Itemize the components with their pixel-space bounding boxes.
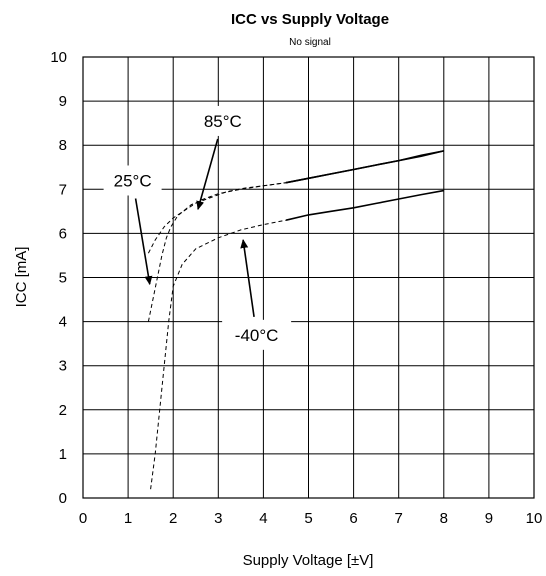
annotation-arrow-85c bbox=[196, 138, 219, 211]
y-tick-label: 5 bbox=[59, 270, 67, 287]
annotation-label-minus-40c: -40°C bbox=[235, 326, 279, 345]
x-tick-label: 0 bbox=[79, 510, 87, 527]
x-axis-label: Supply Voltage [±V] bbox=[243, 552, 374, 569]
x-tick-label: 1 bbox=[124, 510, 132, 527]
series-lines bbox=[147, 150, 444, 490]
annotation-box-25c bbox=[103, 165, 162, 196]
annotation-box-85c bbox=[193, 105, 252, 136]
x-tick-label: 10 bbox=[526, 510, 543, 527]
annotation-arrow-minus-40c bbox=[240, 239, 255, 317]
series-line-25c bbox=[285, 150, 444, 184]
chart-subtitle: No signal bbox=[289, 37, 331, 48]
chart-title: ICC vs Supply Voltage bbox=[231, 11, 389, 28]
x-tick-label: 8 bbox=[440, 510, 448, 527]
annotation-box-minus-40c bbox=[222, 319, 292, 350]
y-tick-label: 6 bbox=[59, 225, 67, 242]
grid bbox=[83, 57, 534, 498]
y-tick-label: 3 bbox=[59, 358, 67, 375]
x-tick-label: 4 bbox=[259, 510, 267, 527]
x-tick-label: 6 bbox=[349, 510, 357, 527]
y-tick-label: 1 bbox=[59, 446, 67, 463]
y-tick-label: 0 bbox=[59, 490, 67, 507]
series-line-85c-dashed bbox=[147, 182, 287, 254]
x-tick-label: 5 bbox=[304, 510, 312, 527]
annotation-arrow-25c bbox=[134, 198, 153, 286]
y-tick-label: 10 bbox=[50, 49, 67, 66]
y-tick-label: 4 bbox=[59, 314, 67, 331]
annotation-label-85c: 85°C bbox=[204, 112, 242, 131]
x-tick-label: 9 bbox=[485, 510, 493, 527]
annotation-label-25c: 25°C bbox=[114, 171, 152, 190]
y-tick-label: 8 bbox=[59, 137, 67, 154]
series-line-minus-40c-dashed bbox=[150, 219, 287, 490]
x-tick-label: 7 bbox=[395, 510, 403, 527]
tick-labels: 0 1 2 3 4 5 6 7 8 9 10 0 1 2 3 4 5 6 7 8 9 10 bbox=[50, 49, 542, 527]
y-tick-label: 9 bbox=[59, 93, 67, 110]
annotations: 85°C 25°C -40°C bbox=[103, 105, 292, 350]
plot-frame bbox=[82, 56, 535, 499]
y-tick-label: 2 bbox=[59, 402, 67, 419]
y-axis-label: ICC [mA] bbox=[13, 247, 30, 308]
y-tick-label: 7 bbox=[59, 181, 67, 198]
series-line-25c-dashed bbox=[147, 182, 287, 322]
x-tick-label: 2 bbox=[169, 510, 177, 527]
series-line-minus-40c bbox=[285, 189, 444, 221]
x-tick-label: 3 bbox=[214, 510, 222, 527]
